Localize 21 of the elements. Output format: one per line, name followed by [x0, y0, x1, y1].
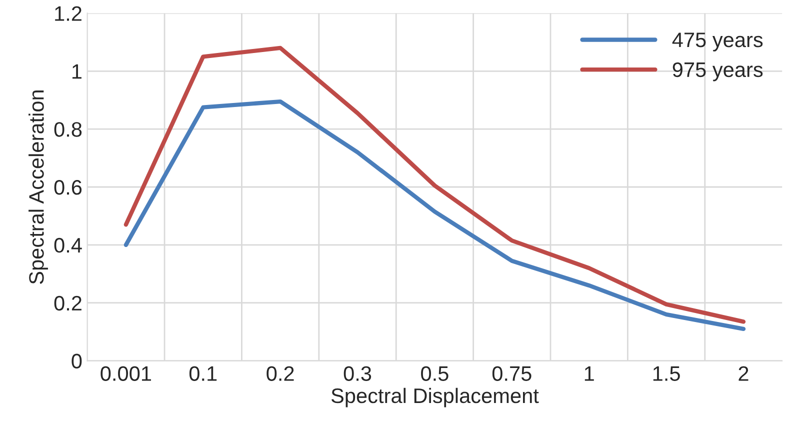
y-tick-label: 1 — [72, 64, 82, 79]
legend-label: 975 years — [672, 62, 763, 82]
y-tick-label: 0.6 — [54, 180, 82, 195]
x-tick-label: 1.5 — [653, 366, 680, 381]
x-axis-title: Spectral Displacement — [331, 388, 539, 408]
y-tick-label: 0.4 — [54, 238, 82, 253]
y-axis-title: Spectral Acceleration — [28, 90, 48, 284]
y-tick-label: 0.8 — [54, 122, 82, 137]
line-series — [124, 99, 746, 332]
y-tick-label: 0.2 — [54, 296, 82, 311]
x-tick-label: 0.2 — [266, 366, 294, 381]
x-tick-label: 2 — [738, 366, 748, 381]
x-tick-label: 0.5 — [421, 366, 448, 381]
legend-label: 475 years — [672, 32, 763, 52]
x-tick-label: 0.001 — [100, 366, 151, 381]
x-tick-label: 0.3 — [344, 366, 372, 381]
y-tick-label: 0 — [72, 354, 82, 369]
x-tick-label: 0.1 — [189, 366, 217, 381]
x-tick-label: 1 — [584, 366, 594, 381]
x-tick-label: 0.75 — [492, 366, 532, 381]
y-tick-label: 1.2 — [55, 6, 82, 21]
